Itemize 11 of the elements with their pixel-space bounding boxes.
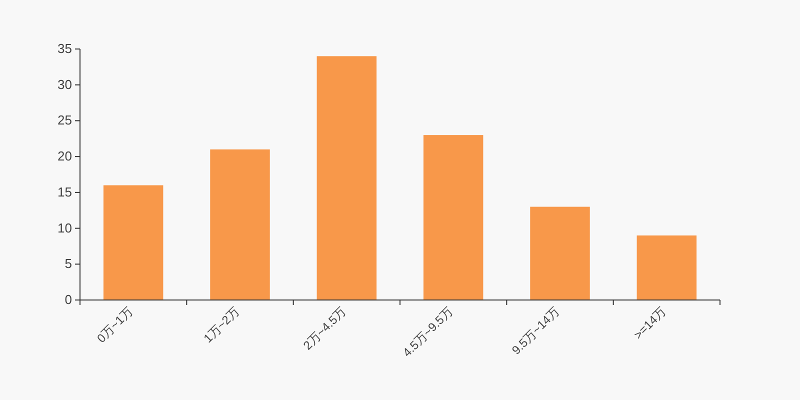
y-tick-label: 15	[58, 184, 72, 200]
y-tick-label: 10	[58, 220, 72, 236]
x-tick-label: 1万~2万	[200, 304, 242, 346]
y-tick-label: 5	[64, 256, 72, 272]
y-tick-label: 30	[58, 76, 72, 92]
y-tick-label: 35	[58, 41, 72, 56]
x-tick-label: 9.5万~14万	[509, 304, 562, 358]
x-tick-label: 0万~1万	[94, 304, 136, 346]
y-tick-label: 20	[58, 148, 72, 164]
y-tick-label: 25	[58, 112, 72, 128]
y-tick-label: 0	[64, 292, 72, 307]
